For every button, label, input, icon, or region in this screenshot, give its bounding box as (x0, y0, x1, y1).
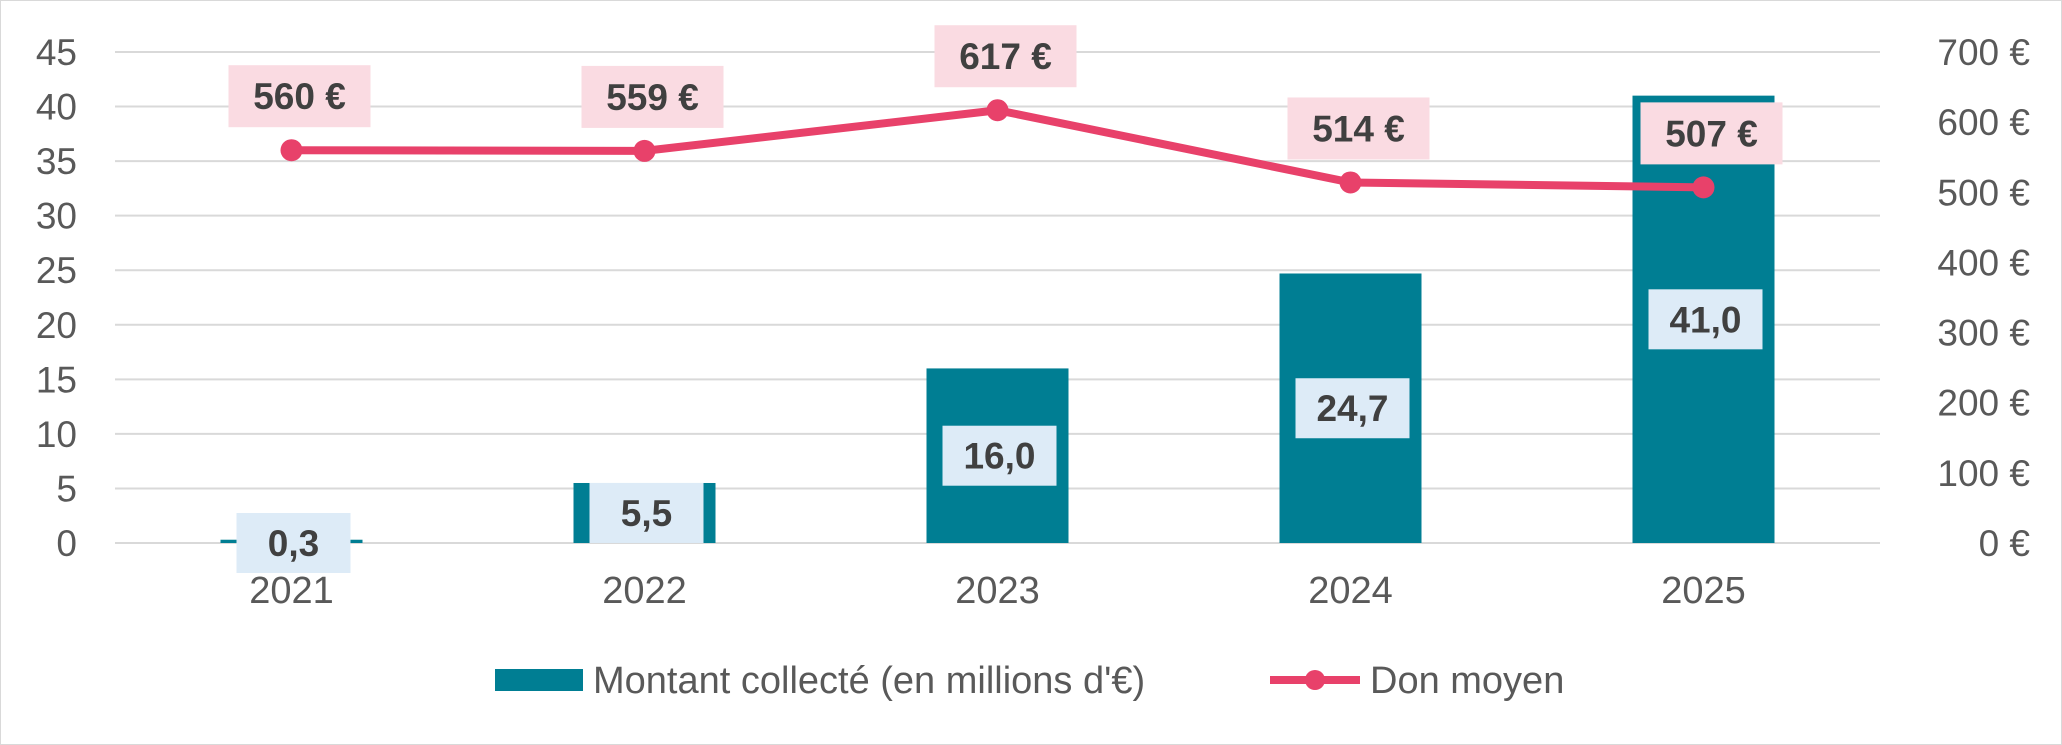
line-label-bg (1287, 97, 1430, 160)
right-tick-label: 200 € (1937, 383, 2030, 424)
bar-data-label: 0,3 (268, 523, 319, 564)
bar-label-bg (1648, 289, 1763, 350)
line-point (986, 99, 1009, 122)
category-label: 2022 (602, 570, 687, 612)
legend-bar-label: Montant collecté (en millions d'€) (593, 660, 1145, 702)
right-tick-label: 100 € (1937, 453, 2030, 494)
bar-label-bg (589, 482, 704, 543)
left-tick-label: 45 (36, 32, 77, 73)
line-data-label: 559 € (606, 77, 699, 118)
left-tick-label: 20 (36, 305, 77, 346)
left-tick-label: 35 (36, 141, 77, 182)
bar-label-bg (236, 513, 351, 573)
series-line (291, 106, 1704, 192)
category-label: 2025 (1661, 570, 1746, 612)
right-tick-label: 700 € (1937, 32, 2030, 73)
left-tick-label: 5 (56, 468, 77, 509)
right-tick-label: 600 € (1937, 102, 2030, 143)
legend-bar-swatch (495, 669, 583, 691)
bar-label-bg (1295, 378, 1410, 439)
left-tick-label: 10 (36, 414, 77, 455)
legend-line-marker (1305, 670, 1325, 690)
left-tick-label: 15 (36, 359, 77, 400)
bar-series: 0,3 5,5 16,0 24,7 41,0 (220, 95, 1775, 573)
left-tick-label: 30 (36, 196, 77, 237)
bar-data-label: 16,0 (963, 436, 1035, 477)
line-label-bg (934, 25, 1077, 88)
left-tick-label: 0 (56, 523, 77, 564)
line-point (1692, 176, 1715, 199)
line-label-bg (228, 65, 371, 128)
category-label: 2024 (1308, 570, 1393, 612)
line-point (280, 139, 303, 162)
left-axis-ticks: 0 5 10 15 20 25 30 35 40 45 (36, 32, 77, 564)
line-point (1339, 171, 1362, 194)
right-tick-label: 0 € (1979, 523, 2031, 564)
line-series: 560 € 559 € 617 € 514 € 507 € (228, 25, 1783, 199)
bar-data-label: 41,0 (1669, 299, 1741, 340)
line-data-label: 617 € (959, 36, 1052, 77)
line-data-label: 514 € (1312, 108, 1405, 149)
line-point (633, 139, 656, 162)
right-tick-label: 500 € (1937, 172, 2030, 213)
legend: Montant collecté (en millions d'€) Don m… (495, 660, 1564, 702)
line-data-label: 560 € (253, 76, 346, 117)
category-labels: 2021 2022 2023 2024 2025 (249, 570, 1746, 612)
bar-data-label: 5,5 (621, 493, 672, 534)
right-axis-ticks: 0 € 100 € 200 € 300 € 400 € 500 € 600 € 700 € (1937, 32, 2030, 564)
left-tick-label: 25 (36, 250, 77, 291)
right-tick-label: 300 € (1937, 313, 2030, 354)
category-label: 2021 (249, 570, 334, 612)
line-label-bg (581, 65, 724, 128)
legend-line-label: Don moyen (1370, 660, 1564, 702)
right-tick-label: 400 € (1937, 242, 2030, 283)
left-tick-label: 40 (36, 87, 77, 128)
category-label: 2023 (955, 570, 1040, 612)
line-data-label: 507 € (1665, 113, 1758, 154)
bar-data-label: 24,7 (1316, 388, 1388, 429)
line-label-bg (1640, 102, 1783, 165)
bar-label-bg (942, 425, 1057, 486)
